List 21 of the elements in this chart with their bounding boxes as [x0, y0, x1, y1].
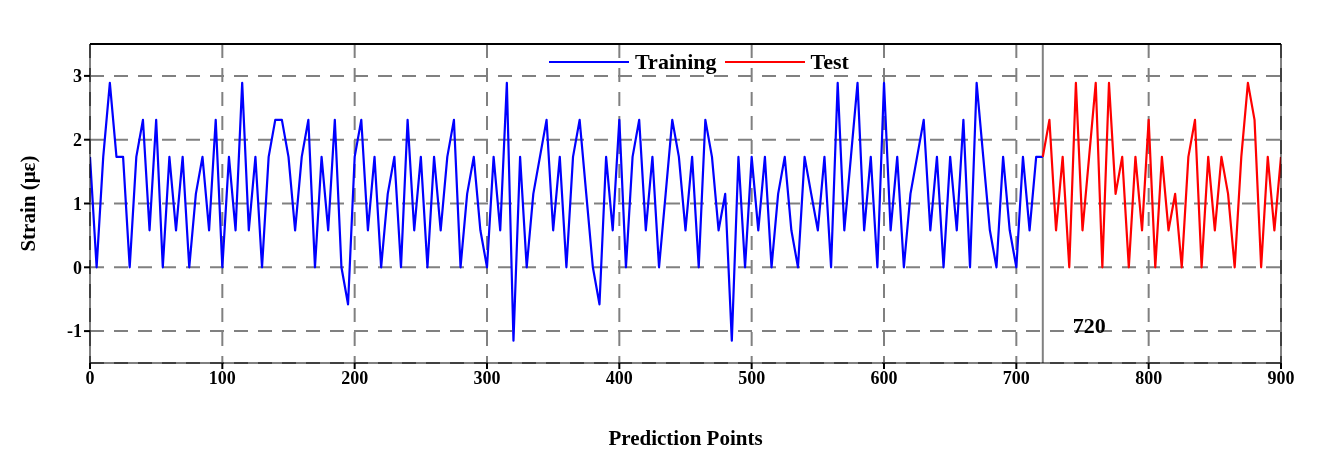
y-tick-label: 0	[73, 257, 82, 278]
x-tick-label: 400	[605, 367, 633, 388]
x-tick-label: 300	[473, 367, 501, 388]
x-tick-label: 800	[1135, 367, 1163, 388]
x-tick-label: 200	[341, 367, 369, 388]
x-axis-title: Prediction Points	[608, 426, 763, 450]
y-axis-title: Strain (με)	[16, 155, 41, 252]
x-tick-label: 500	[738, 367, 766, 388]
x-tick-label: 100	[208, 367, 236, 388]
x-tick-label: 700	[1002, 367, 1030, 388]
y-tick-label: 2	[73, 130, 82, 151]
legend-label: Test	[810, 49, 849, 74]
ref-line-label: 720	[1072, 313, 1106, 338]
x-tick-label: 600	[870, 367, 898, 388]
line-series	[90, 81, 1044, 342]
y-tick-label: 1	[73, 193, 82, 214]
line-series	[1041, 81, 1281, 269]
legend-label: Training	[635, 49, 717, 74]
x-tick-label: 900	[1267, 367, 1295, 388]
y-tick-label: -1	[67, 321, 82, 342]
y-tick-label: 3	[73, 66, 82, 87]
